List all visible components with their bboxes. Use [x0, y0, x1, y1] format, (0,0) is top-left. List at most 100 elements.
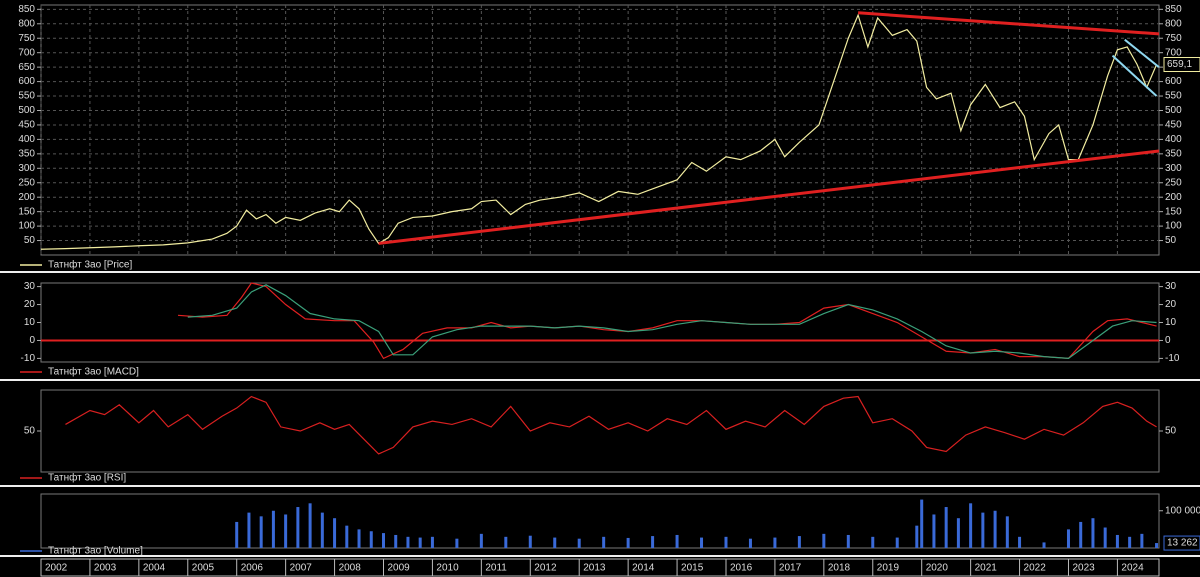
y-tick-label: 300	[18, 163, 35, 174]
x-tick-label: 2015	[681, 563, 704, 574]
y-tick-label: 0	[1165, 335, 1171, 346]
y-tick-label: 750	[1165, 33, 1182, 44]
volume-bar	[700, 537, 704, 548]
legend-label: Татнфт 3ао [Price]	[48, 259, 132, 271]
volume-bar	[602, 536, 606, 548]
y-tick-label: 30	[1165, 281, 1177, 292]
volume-bar	[773, 537, 777, 548]
data-line	[177, 282, 1157, 360]
plot-frame	[40, 389, 1160, 473]
x-tick-label: 2024	[1121, 563, 1144, 574]
y-tick-label: 250	[18, 177, 35, 188]
y-tick-label: 600	[18, 76, 35, 87]
volume-bar	[1066, 529, 1070, 548]
y-tick-label: 300	[1165, 163, 1182, 174]
y-tick-label: 100 000	[1165, 505, 1200, 516]
trend-line	[1124, 38, 1160, 68]
y-tick-label: 450	[18, 120, 35, 131]
volume-bar	[846, 534, 850, 548]
y-tick-label: 600	[1165, 76, 1182, 87]
last-value-box	[1163, 535, 1200, 551]
x-tick-label: 2003	[94, 563, 117, 574]
volume-bar	[430, 536, 434, 548]
data-line	[187, 284, 1157, 360]
y-tick-label: 20	[24, 299, 36, 310]
volume-bar	[1103, 527, 1107, 548]
volume-bar	[381, 533, 385, 548]
trend-line	[378, 149, 1160, 245]
y-tick-label: 400	[1165, 134, 1182, 145]
x-tick-label: 2016	[730, 563, 753, 574]
x-tick-label: 2006	[241, 563, 264, 574]
x-tick-label: 2011	[485, 563, 507, 574]
volume-bar	[895, 537, 899, 548]
y-tick-label: 450	[1165, 120, 1182, 131]
volume-bar	[1091, 518, 1095, 548]
volume-bar	[1079, 521, 1083, 548]
x-tick-label: 2023	[1072, 563, 1095, 574]
y-tick-label: 350	[1165, 148, 1182, 159]
last-value-label: 13 262	[1167, 538, 1198, 549]
y-tick-label: 150	[18, 206, 35, 217]
volume-bar	[1140, 533, 1144, 548]
volume-bar	[956, 518, 960, 548]
trend-line	[1111, 54, 1158, 97]
x-tick-label: 2007	[290, 563, 313, 574]
volume-bar	[284, 514, 288, 548]
last-value-box	[1163, 57, 1200, 73]
y-tick-label: 50	[24, 235, 36, 246]
y-tick-label: 800	[18, 18, 35, 29]
legend-label: Татнфт 3ао [Volume]	[48, 545, 143, 557]
y-tick-label: 800	[1165, 18, 1182, 29]
volume-bar	[993, 510, 997, 548]
y-tick-label: 10	[24, 317, 36, 328]
volume-bar	[626, 537, 630, 548]
volume-bar	[822, 533, 826, 548]
data-line	[40, 13, 1158, 250]
last-value-label: 659,1	[1167, 59, 1192, 70]
x-tick-label: 2019	[877, 563, 900, 574]
y-tick-label: 650	[18, 62, 35, 73]
volume-bar	[1018, 536, 1022, 548]
y-tick-label: 550	[18, 91, 35, 102]
volume-bar	[797, 536, 801, 548]
x-tick-label: 2004	[143, 563, 166, 574]
volume-bar	[553, 537, 557, 548]
volume-bar	[259, 516, 263, 548]
volume-bar	[235, 521, 239, 548]
x-tick-label: 2013	[583, 563, 606, 574]
volume-bar	[1128, 536, 1132, 548]
volume-bar	[455, 538, 459, 548]
x-tick-label: 2008	[339, 563, 362, 574]
x-tick-label: 2005	[192, 563, 215, 574]
trend-line	[857, 11, 1160, 36]
legend-label: Татнфт 3ао [RSI]	[48, 472, 126, 484]
y-tick-label: 0	[29, 335, 35, 346]
y-tick-label: 200	[18, 192, 35, 203]
volume-bar	[1042, 542, 1046, 548]
volume-bar	[345, 525, 349, 548]
volume-bar	[271, 510, 275, 548]
volume-bar	[528, 535, 532, 548]
volume-bar	[333, 518, 337, 548]
y-tick-label: 500	[1165, 105, 1182, 116]
y-tick-label: 850	[1165, 4, 1182, 15]
y-tick-label: -10	[1165, 353, 1180, 364]
volume-bar	[369, 531, 373, 548]
x-tick-label: 2012	[534, 563, 557, 574]
volume-bar	[920, 499, 924, 548]
y-tick-label: 100	[1165, 221, 1182, 232]
x-tick-label: 2021	[975, 563, 998, 574]
legend-label: Татнфт 3ао [MACD]	[48, 366, 139, 378]
volume-bar	[296, 507, 300, 548]
volume-bar	[394, 534, 398, 548]
data-line	[65, 395, 1157, 455]
volume-bar	[944, 507, 948, 548]
x-tick-label: 2020	[926, 563, 949, 574]
y-tick-label: 400	[18, 134, 35, 145]
x-tick-label: 2002	[45, 563, 68, 574]
volume-bar	[651, 536, 655, 548]
volume-bar	[479, 533, 483, 548]
volume-bar	[577, 538, 581, 548]
